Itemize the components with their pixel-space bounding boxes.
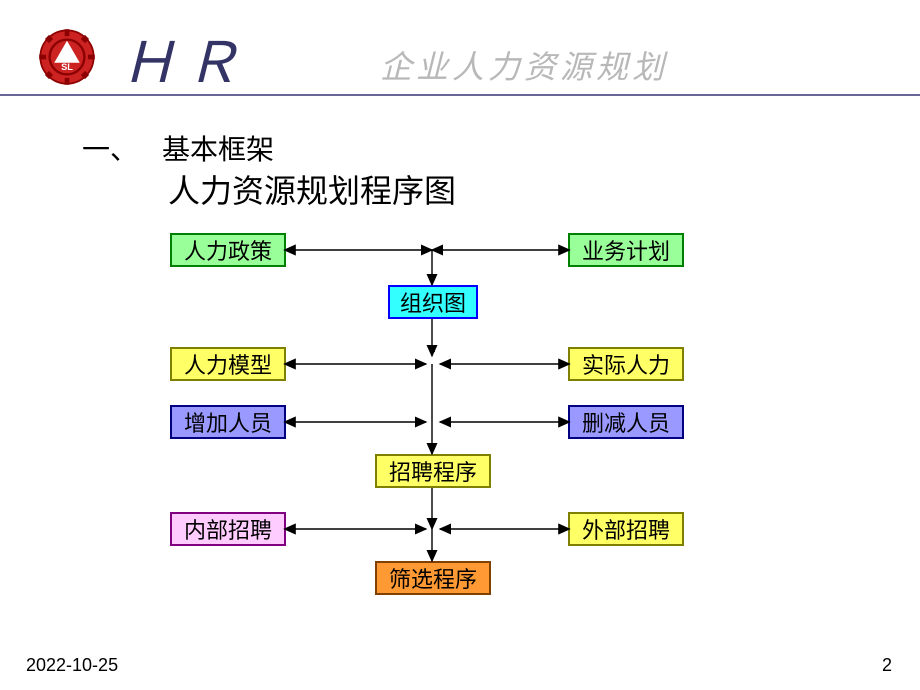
flow-node-n8: 招聘程序 bbox=[375, 454, 491, 488]
flowchart-diagram: 人力政策 业务计划组织图人力模型 实际人力增加人员 删减人员招聘程序内部招聘 外部招聘筛… bbox=[0, 0, 920, 690]
footer-page: 2 bbox=[882, 655, 892, 676]
flow-node-n3: 组织图 bbox=[388, 285, 478, 319]
flow-node-n6: 增加人员 bbox=[170, 405, 286, 439]
flow-node-n11: 筛选程序 bbox=[375, 561, 491, 595]
flow-node-n10: 外部招聘 bbox=[568, 512, 684, 546]
flow-node-n9: 内部招聘 bbox=[170, 512, 286, 546]
footer-date: 2022-10-25 bbox=[26, 655, 118, 676]
flow-node-n4: 人力模型 bbox=[170, 347, 286, 381]
flow-node-n5: 实际人力 bbox=[568, 347, 684, 381]
flow-node-n1: 人力政策 bbox=[170, 233, 286, 267]
center-marker: ▫ bbox=[432, 346, 436, 357]
flow-node-n7: 删减人员 bbox=[568, 405, 684, 439]
flow-node-n2: 业务计划 bbox=[568, 233, 684, 267]
